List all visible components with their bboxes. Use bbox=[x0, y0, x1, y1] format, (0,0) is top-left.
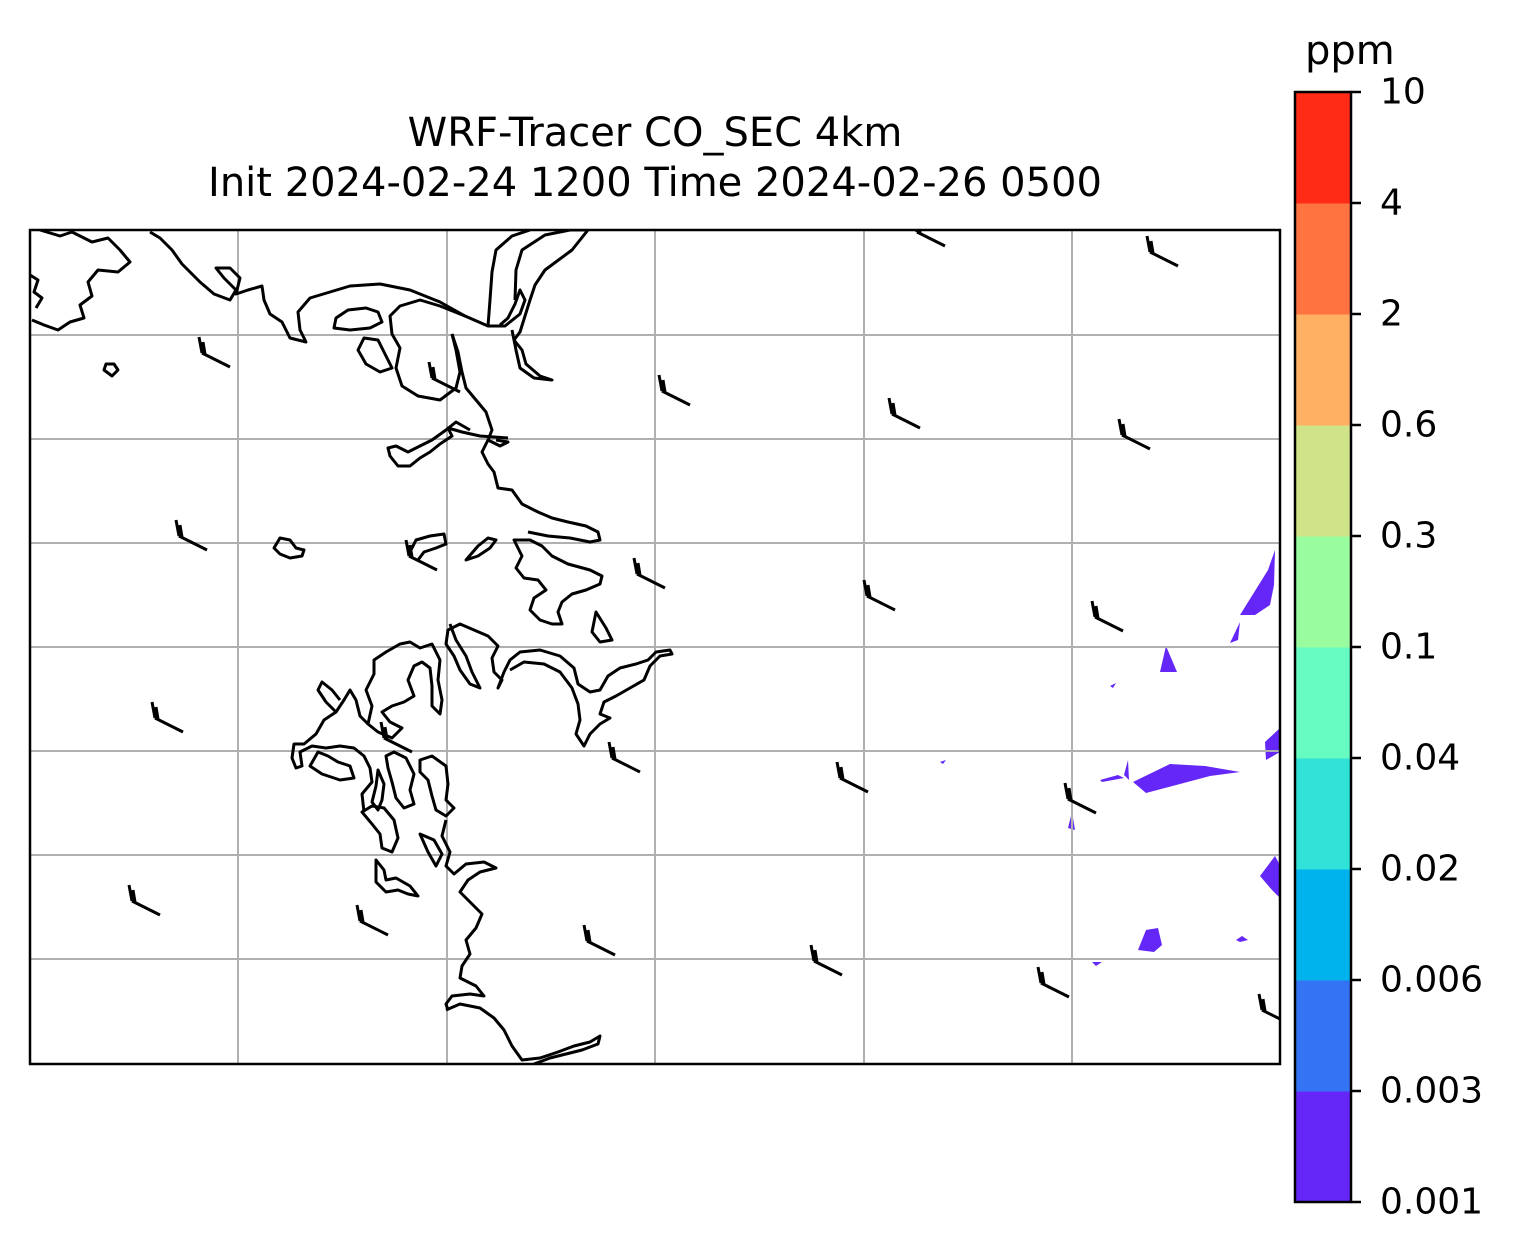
coastline bbox=[486, 230, 531, 327]
colorbar-frame bbox=[1293, 90, 1353, 1204]
coastline bbox=[31, 230, 132, 332]
tracer-patch bbox=[1230, 622, 1240, 643]
coastline bbox=[384, 750, 416, 810]
wind-barb bbox=[1063, 782, 1097, 815]
map-gridlines bbox=[30, 230, 1280, 1064]
tracer-patch bbox=[1160, 646, 1177, 672]
colorbar-segment bbox=[1295, 869, 1351, 981]
colorbar-segment bbox=[1295, 536, 1351, 648]
tracer-patch bbox=[1092, 962, 1102, 966]
coastlines bbox=[30, 230, 674, 1064]
wind-barb bbox=[1145, 235, 1179, 268]
coastline bbox=[332, 306, 384, 332]
colorbar-segment bbox=[1295, 425, 1351, 537]
tracer-patch bbox=[940, 760, 946, 764]
colorbar bbox=[1295, 90, 1361, 1204]
coastline bbox=[418, 832, 444, 868]
coastline bbox=[364, 640, 444, 740]
tracer-patch bbox=[1124, 760, 1129, 780]
coastline bbox=[360, 804, 400, 854]
wind-barb bbox=[632, 557, 666, 590]
colorbar-tick-label: 0.006 bbox=[1380, 959, 1484, 1001]
colorbar-tick-label: 0.1 bbox=[1380, 626, 1438, 668]
wind-barb bbox=[174, 519, 208, 552]
wind-barb bbox=[1117, 418, 1151, 451]
tracer-patch bbox=[1138, 928, 1162, 952]
wind-barb bbox=[862, 579, 896, 612]
wind-barb bbox=[404, 539, 438, 572]
colorbar-segment bbox=[1295, 92, 1351, 204]
colorbar-tick-label: 10 bbox=[1380, 71, 1426, 113]
tracer-patch bbox=[1236, 936, 1248, 942]
wind-barb bbox=[887, 397, 921, 430]
wind-barb bbox=[427, 361, 461, 394]
map-title-line2: Init 2024-02-24 1200 Time 2024-02-26 050… bbox=[208, 160, 1102, 206]
tracer-patch bbox=[1100, 775, 1124, 782]
coastline bbox=[450, 333, 510, 448]
tracer-patch bbox=[1240, 550, 1275, 615]
colorbar-tick-label: 0.6 bbox=[1380, 404, 1438, 446]
wind-barb bbox=[197, 336, 231, 369]
wind-barbs bbox=[127, 230, 1280, 1021]
colorbar-tick-label: 0.3 bbox=[1380, 515, 1438, 557]
coastline bbox=[464, 536, 498, 562]
tracer-patch bbox=[1265, 728, 1280, 760]
map-frame bbox=[28, 228, 1282, 1066]
coastline bbox=[445, 1002, 602, 1064]
coastline bbox=[386, 420, 509, 468]
coastline bbox=[290, 688, 374, 813]
wind-barb bbox=[582, 924, 616, 957]
colorbar-segment bbox=[1295, 758, 1351, 870]
wind-barb bbox=[809, 944, 843, 977]
wind-barb bbox=[607, 741, 641, 774]
coastline bbox=[316, 680, 342, 714]
coastline bbox=[408, 532, 448, 561]
wind-barb bbox=[1257, 993, 1280, 1021]
tracer-concentration-layer bbox=[940, 550, 1280, 966]
colorbar-tick-label: 4 bbox=[1380, 182, 1403, 224]
colorbar-tick-label: 0.02 bbox=[1380, 848, 1461, 890]
colorbar-tick-label: 0.003 bbox=[1380, 1070, 1484, 1112]
coastline bbox=[30, 273, 44, 309]
coastline bbox=[102, 362, 120, 378]
coastline bbox=[308, 750, 356, 782]
coastline bbox=[388, 298, 466, 402]
colorbar-tick-label: 2 bbox=[1380, 293, 1403, 335]
tracer-patch bbox=[1110, 683, 1116, 688]
wind-barb bbox=[1036, 966, 1070, 999]
tracer-patch bbox=[1133, 764, 1240, 793]
wind-barb bbox=[150, 701, 184, 734]
colorbar-unit-label: ppm bbox=[1305, 28, 1395, 74]
coastline bbox=[356, 336, 394, 374]
coastline bbox=[444, 622, 674, 748]
coastline bbox=[590, 610, 614, 644]
tracer-patch bbox=[1260, 856, 1280, 898]
coastline bbox=[510, 230, 590, 382]
coastline bbox=[370, 768, 386, 812]
colorbar-tick-label: 0.001 bbox=[1380, 1181, 1484, 1223]
coastline bbox=[513, 230, 588, 301]
map-title-line1: WRF-Tracer CO_SEC 4km bbox=[407, 110, 903, 156]
coastline bbox=[418, 754, 456, 818]
colorbar-tick-label: 0.04 bbox=[1380, 737, 1461, 779]
coastline bbox=[149, 230, 527, 344]
coastline bbox=[272, 536, 306, 560]
colorbar-segment bbox=[1295, 314, 1351, 426]
colorbar-segment bbox=[1295, 980, 1351, 1092]
wind-barb bbox=[657, 374, 691, 407]
map-title: WRF-Tracer CO_SEC 4km Init 2024-02-24 12… bbox=[30, 108, 1280, 208]
coastline bbox=[374, 858, 420, 898]
wind-barb bbox=[355, 904, 389, 937]
colorbar-segment bbox=[1295, 647, 1351, 759]
wind-barb bbox=[835, 761, 869, 794]
coastline bbox=[480, 439, 602, 544]
wind-barb bbox=[379, 721, 413, 754]
coastline bbox=[440, 819, 498, 1011]
wind-barb bbox=[1090, 600, 1124, 633]
wind-barb bbox=[127, 884, 161, 917]
colorbar-segment bbox=[1295, 1091, 1351, 1203]
colorbar-segment bbox=[1295, 203, 1351, 315]
coastline bbox=[512, 538, 604, 626]
